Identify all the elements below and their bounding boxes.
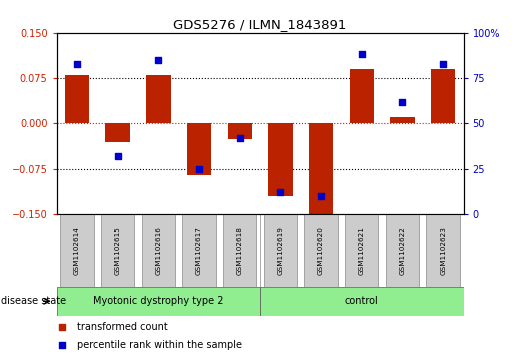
Text: GSM1102617: GSM1102617 xyxy=(196,226,202,275)
Text: Myotonic dystrophy type 2: Myotonic dystrophy type 2 xyxy=(93,296,224,306)
Text: transformed count: transformed count xyxy=(77,322,168,332)
Bar xyxy=(106,123,130,142)
Bar xyxy=(345,214,379,287)
Point xyxy=(73,61,81,66)
Text: GSM1102619: GSM1102619 xyxy=(278,226,283,275)
Text: GSM1102621: GSM1102621 xyxy=(359,226,365,275)
Point xyxy=(195,166,203,172)
Text: GSM1102618: GSM1102618 xyxy=(237,226,243,275)
Point xyxy=(58,324,66,330)
Bar xyxy=(223,214,256,287)
Point xyxy=(317,193,325,199)
Bar xyxy=(264,214,297,287)
Title: GDS5276 / ILMN_1843891: GDS5276 / ILMN_1843891 xyxy=(174,19,347,32)
Text: GSM1102615: GSM1102615 xyxy=(115,226,121,275)
Text: GSM1102622: GSM1102622 xyxy=(400,226,405,275)
Bar xyxy=(142,214,175,287)
Text: GSM1102623: GSM1102623 xyxy=(440,226,446,275)
Point xyxy=(235,135,244,141)
Text: GSM1102616: GSM1102616 xyxy=(156,226,161,275)
Bar xyxy=(350,69,374,123)
Bar xyxy=(426,214,460,287)
Bar xyxy=(260,287,464,316)
Text: GSM1102614: GSM1102614 xyxy=(74,226,80,275)
Bar xyxy=(309,123,333,214)
Bar xyxy=(268,123,293,196)
Text: percentile rank within the sample: percentile rank within the sample xyxy=(77,340,242,350)
Bar xyxy=(60,214,94,287)
Point xyxy=(276,189,284,195)
Bar xyxy=(65,75,89,123)
Bar xyxy=(182,214,216,287)
Point xyxy=(398,99,406,105)
Bar xyxy=(386,214,419,287)
Bar xyxy=(228,123,252,139)
Text: control: control xyxy=(345,296,379,306)
Text: GSM1102620: GSM1102620 xyxy=(318,226,324,275)
Bar xyxy=(431,69,455,123)
Bar xyxy=(57,287,260,316)
Bar xyxy=(187,123,211,175)
Bar xyxy=(304,214,338,287)
Point xyxy=(439,61,447,66)
Bar xyxy=(101,214,134,287)
Bar xyxy=(146,75,170,123)
Text: disease state: disease state xyxy=(1,296,66,306)
Bar xyxy=(390,117,415,123)
Point xyxy=(154,57,162,63)
Point xyxy=(113,153,122,159)
Point xyxy=(357,52,366,57)
Point xyxy=(58,342,66,348)
